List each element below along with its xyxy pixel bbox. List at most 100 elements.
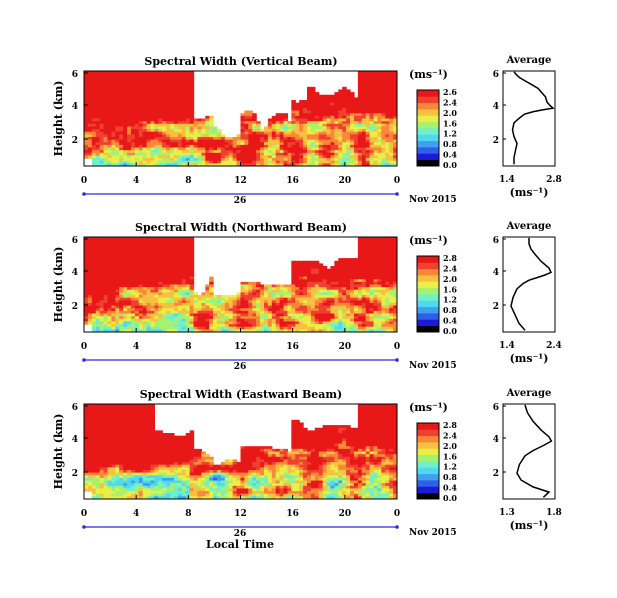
- heatmap-cell: [119, 287, 124, 291]
- heatmap-cell: [107, 84, 112, 88]
- heatmap-cell: [303, 300, 308, 304]
- heatmap-cell: [287, 284, 292, 288]
- heatmap-cell: [99, 242, 105, 246]
- heatmap-cell: [103, 123, 109, 128]
- heatmap-cell: [326, 308, 332, 312]
- heatmap-cell: [365, 276, 371, 280]
- heatmap-cell: [220, 136, 226, 141]
- heatmap-cell: [209, 310, 214, 315]
- heatmap-cell: [103, 477, 109, 482]
- heatmap-cell: [310, 160, 316, 164]
- heatmap-cell: [170, 105, 175, 109]
- heatmap-cell: [271, 118, 277, 122]
- heatmap-cell: [334, 284, 339, 288]
- heatmap-cell: [91, 464, 97, 468]
- heatmap-cell: [99, 472, 105, 476]
- heatmap-cell: [130, 158, 136, 162]
- heatmap-cell: [334, 324, 339, 328]
- heatmap-cell: [275, 126, 281, 130]
- heatmap-cell: [115, 126, 120, 130]
- heatmap-cell: [146, 297, 152, 301]
- heatmap-cell: [314, 281, 320, 286]
- heatmap-cell: [189, 94, 195, 98]
- heatmap-cell: [326, 107, 332, 112]
- heatmap-cell: [322, 134, 328, 138]
- heatmap-cell: [361, 297, 367, 301]
- heatmap-cell: [201, 121, 206, 125]
- heatmap-cell: [287, 158, 292, 162]
- heatmap-cell: [87, 284, 93, 288]
- heatmap-cell: [263, 324, 269, 328]
- heatmap-cell: [134, 326, 140, 330]
- heatmap-cell: [181, 295, 187, 299]
- heatmap-cell: [142, 242, 148, 246]
- heatmap-cell: [353, 136, 359, 141]
- heatmap-cell: [166, 302, 171, 307]
- heatmap-cell: [123, 110, 128, 114]
- heatmap-cell: [91, 491, 97, 495]
- heatmap-cell: [162, 76, 167, 80]
- heatmap-cell: [260, 302, 265, 307]
- heatmap-cell: [385, 300, 390, 304]
- heatmap-cell: [154, 105, 159, 109]
- heatmap-cell: [385, 250, 390, 254]
- heatmap-cell: [365, 155, 371, 159]
- heatmap-cell: [373, 92, 379, 96]
- heatmap-cell: [103, 281, 109, 286]
- heatmap-cell: [201, 300, 206, 304]
- heatmap-cell: [299, 279, 304, 283]
- heatmap-cell: [342, 321, 347, 325]
- heatmap-cell: [369, 287, 375, 291]
- heatmap-cell: [95, 237, 101, 241]
- average-title: Average: [506, 55, 552, 66]
- heatmap-cell: [95, 113, 101, 117]
- heatmap-cell: [170, 287, 175, 291]
- heatmap-cell: [260, 136, 265, 141]
- heatmap-cell: [146, 92, 152, 96]
- heatmap-cell: [146, 121, 152, 125]
- heatmap-cell: [130, 250, 136, 254]
- heatmap-cell: [95, 433, 101, 437]
- heatmap-cell: [103, 252, 109, 257]
- heatmap-cell: [244, 150, 249, 154]
- heatmap-cell: [166, 142, 171, 146]
- heatmap-cell: [166, 329, 171, 332]
- heatmap-cell: [295, 147, 300, 151]
- heatmap-cell: [256, 136, 261, 141]
- heatmap-cell: [271, 297, 277, 301]
- heatmap-cell: [193, 160, 199, 164]
- heatmap-cell: [373, 316, 379, 320]
- heatmap-cell: [361, 289, 367, 294]
- heatmap-cell: [181, 321, 187, 325]
- heatmap-cell: [213, 295, 218, 299]
- heatmap-cell: [103, 419, 109, 424]
- heatmap-cell: [107, 142, 112, 146]
- heatmap-cell: [127, 94, 132, 98]
- heatmap-cell: [173, 78, 179, 83]
- heatmap-cell: [158, 284, 163, 288]
- heatmap-cell: [111, 86, 116, 91]
- heatmap-cell: [166, 81, 171, 85]
- heatmap-cell: [381, 276, 386, 280]
- heatmap-cell: [150, 242, 156, 246]
- heatmap-cell: [271, 313, 277, 317]
- heatmap-cell: [119, 491, 124, 495]
- heatmap-cell: [307, 284, 312, 288]
- heatmap-cell: [346, 160, 351, 164]
- heatmap-cell: [236, 144, 242, 149]
- heatmap-cell: [330, 144, 335, 149]
- heatmap-cell: [361, 115, 367, 120]
- heatmap-cell: [111, 255, 116, 259]
- heatmap-cell: [197, 300, 202, 304]
- heatmap-cell: [346, 92, 351, 96]
- heatmap-cell: [177, 89, 183, 93]
- heatmap-cell: [393, 252, 397, 257]
- heatmap-cell: [127, 142, 132, 146]
- heatmap-cell: [385, 94, 390, 98]
- heatmap-cell: [209, 134, 214, 138]
- heatmap-cell: [119, 464, 124, 468]
- heatmap-cell: [275, 287, 281, 291]
- heatmap-cell: [103, 433, 109, 437]
- heatmap-cell: [181, 255, 187, 259]
- heatmap-cell: [389, 276, 394, 280]
